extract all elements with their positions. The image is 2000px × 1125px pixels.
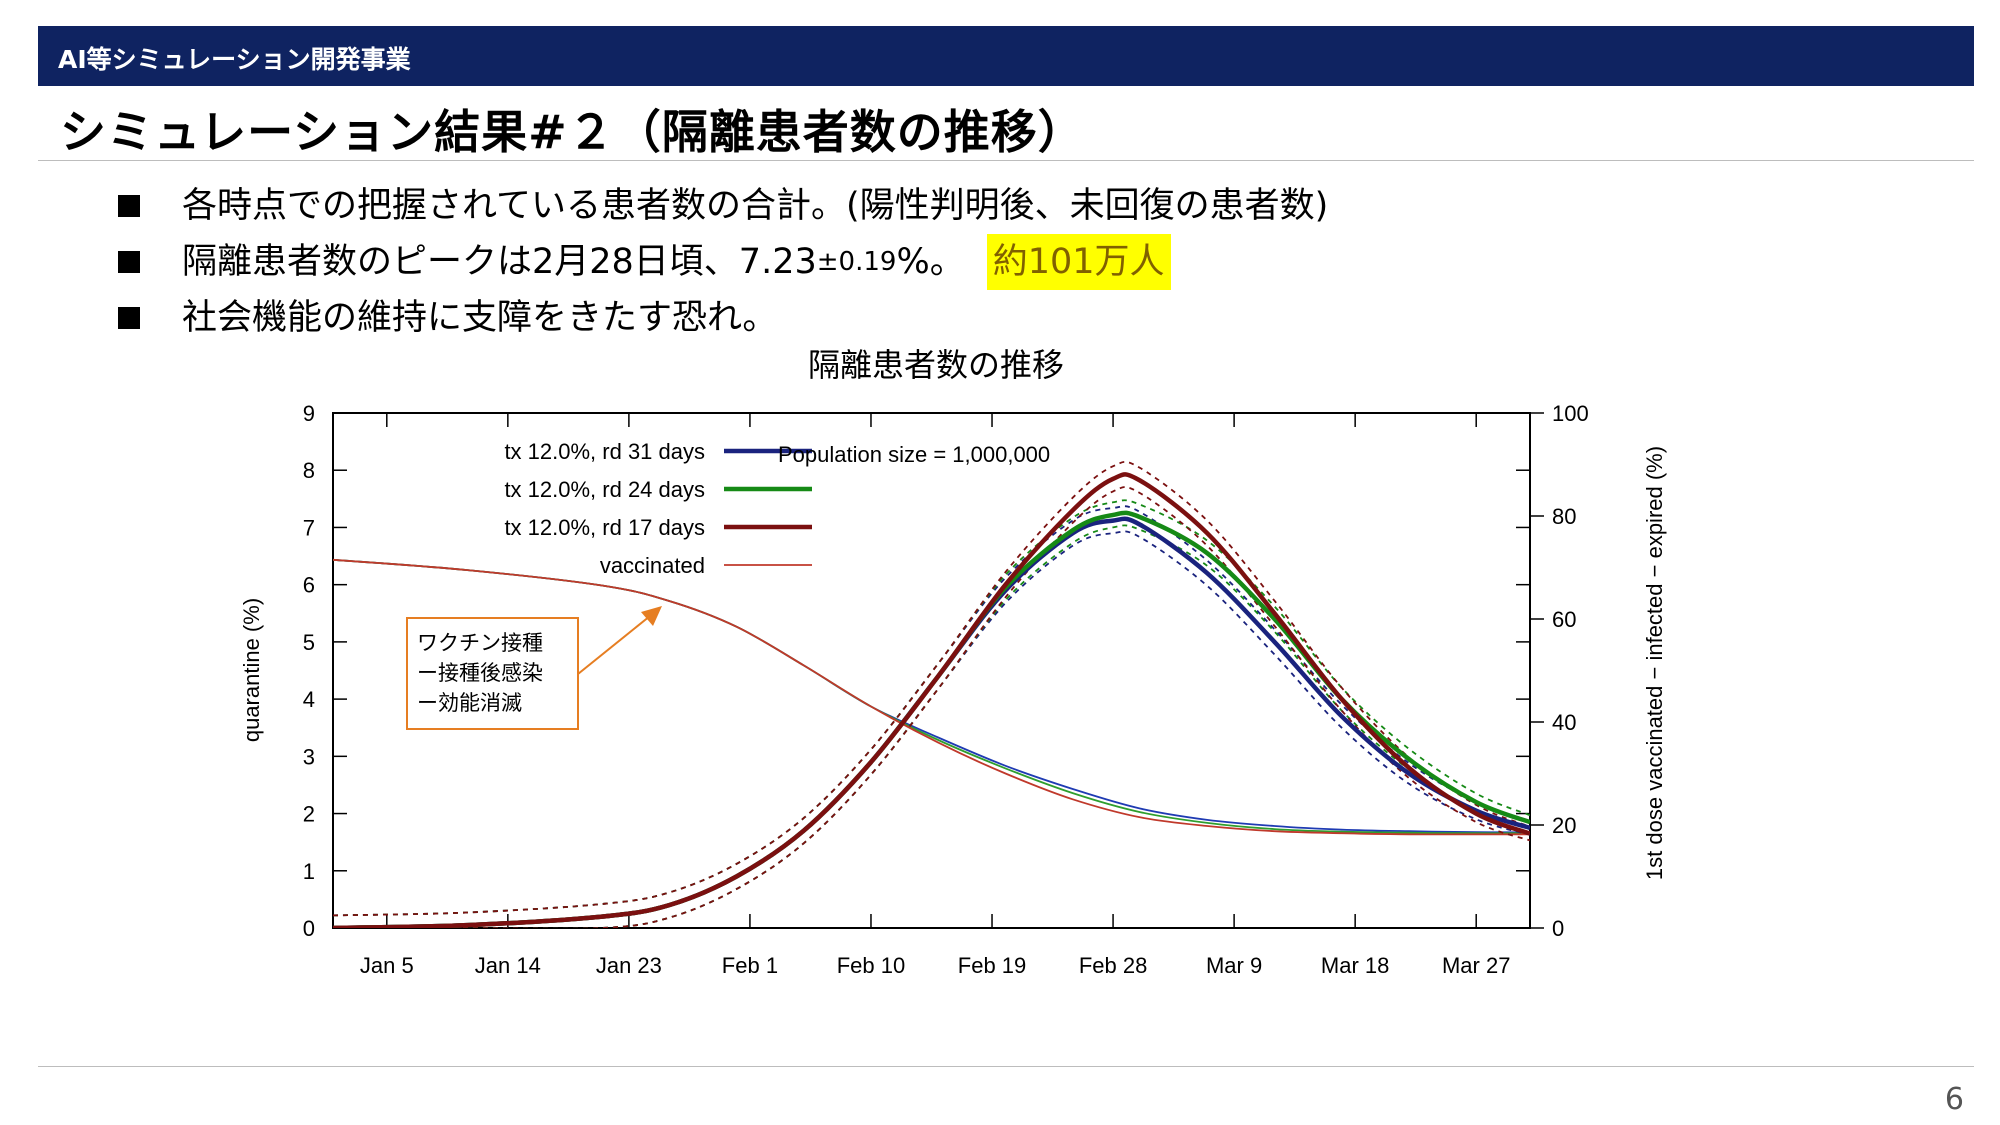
bullet-plus-minus: ±0.19 [816,247,897,277]
x-tick-label: Mar 27 [1442,953,1510,978]
y2-tick-label: 0 [1552,916,1564,941]
bullet-item-2: 隔離患者数のピークは2月28日頃、7.23 ±0.19 %。 約101万人 [118,234,1328,290]
x-tick-label: Jan 5 [360,953,414,978]
x-tick-label: Feb 1 [722,953,778,978]
bullet-text-suffix: %。 [896,242,965,282]
y-tick-label: 3 [303,744,315,769]
square-bullet-icon [118,251,140,273]
y2-tick-label: 20 [1552,813,1576,838]
confidence-band-line [333,524,1530,928]
y-tick-label: 1 [303,859,315,884]
confidence-band-line [333,460,1530,917]
bullet-list: 各時点での把握されている患者数の合計。(陽性判明後、未回復の患者数) 隔離患者数… [118,178,1328,346]
y-tick-label: 5 [303,630,315,655]
y2-axis-label: 1st dose vaccinated − infected − expired… [1642,446,1667,880]
y2-tick-label: 60 [1552,607,1576,632]
legend-label: tx 12.0%, rd 31 days [504,439,705,464]
y2-tick-label: 40 [1552,710,1576,735]
chart-title: 隔離患者数の推移 [807,346,1064,384]
y2-tick-label: 100 [1552,401,1589,426]
callout-text: ワクチン接種 [417,632,543,655]
callout-text: ー接種後感染 [417,662,543,685]
bullet-item-3: 社会機能の維持に支障をきたす恐れ。 [118,290,1328,346]
y-tick-label: 6 [303,573,315,598]
callout-arrowhead-icon [641,606,662,626]
series-line [333,472,1530,928]
header-bar: AI等シミュレーション開発事業 [38,26,1974,86]
x-tick-label: Jan 14 [475,953,541,978]
confidence-band-line [333,486,1530,928]
highlighted-figure: 約101万人 [986,234,1171,290]
page-number: 6 [1944,1082,1964,1117]
y2-tick-label: 80 [1552,504,1576,529]
y-tick-label: 9 [303,401,315,426]
chart-title-wrap: 隔離患者数の推移 [0,340,2000,386]
legend-label: tx 12.0%, rd 17 days [504,515,705,540]
x-tick-label: Feb 28 [1079,953,1148,978]
x-tick-label: Mar 9 [1206,953,1262,978]
vaccinated-line [333,558,1530,836]
bullet-text: 各時点での把握されている患者数の合計。(陽性判明後、未回復の患者数) [182,186,1329,226]
y-tick-label: 4 [303,687,315,712]
callout-box [406,617,579,730]
bullet-item-1: 各時点での把握されている患者数の合計。(陽性判明後、未回復の患者数) [118,178,1328,234]
y-tick-label: 7 [303,515,315,540]
x-tick-label: Feb 10 [837,953,906,978]
section-label: AI等シミュレーション開発事業 [58,45,411,74]
callout-arrow-line [577,615,651,675]
legend-label: vaccinated [600,553,705,578]
callout-text: ー効能消滅 [417,692,522,715]
bullet-text: 隔離患者数のピークは2月28日頃、7.23 [182,242,817,282]
legend-label: tx 12.0%, rd 24 days [504,477,705,502]
population-annotation: Population size = 1,000,000 [778,442,1050,467]
page-title: シミュレーション結果#２（隔離患者数の推移） [60,105,1085,159]
x-tick-label: Feb 19 [958,953,1027,978]
y-tick-label: 0 [303,916,315,941]
bullet-text: 社会機能の維持に支障をきたす恐れ。 [182,298,778,338]
x-tick-label: Mar 18 [1321,953,1389,978]
title-divider [38,160,1974,161]
plot-frame [332,412,1531,929]
x-tick-label: Jan 23 [596,953,662,978]
y-axis-label: quarantine (%) [239,598,264,742]
y-tick-label: 8 [303,458,315,483]
confidence-band-line [333,530,1530,928]
y-tick-label: 2 [303,802,315,827]
square-bullet-icon [118,195,140,217]
square-bullet-icon [118,307,140,329]
footer-divider [38,1066,1974,1067]
